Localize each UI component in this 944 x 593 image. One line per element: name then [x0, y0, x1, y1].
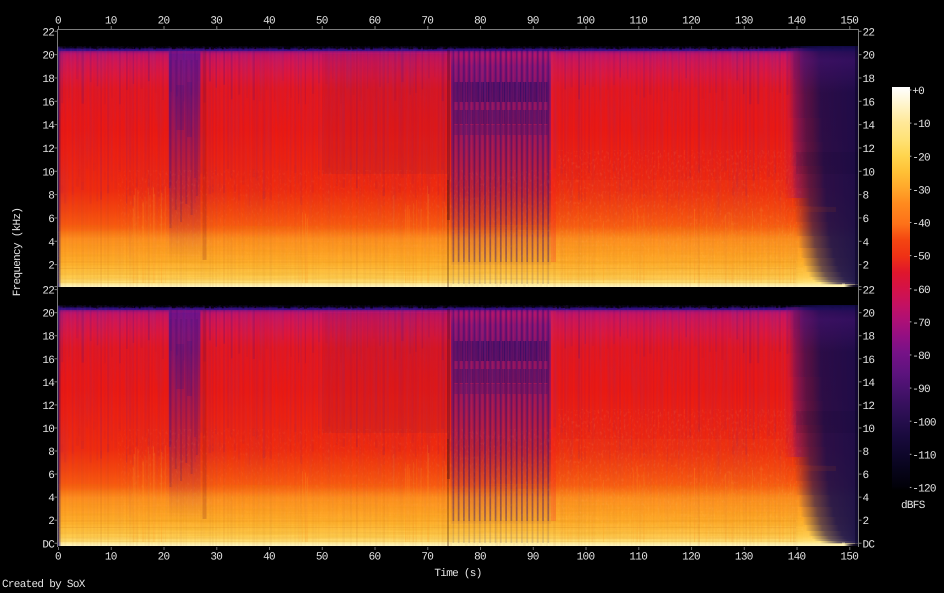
svg-text:110: 110: [629, 552, 647, 564]
svg-text:10: 10: [863, 167, 875, 179]
svg-text:14: 14: [42, 121, 55, 133]
svg-text:-40: -40: [912, 219, 930, 231]
svg-text:8: 8: [48, 191, 54, 203]
svg-text:4: 4: [48, 493, 55, 505]
svg-text:10: 10: [105, 16, 117, 28]
svg-text:-120: -120: [912, 484, 936, 496]
svg-text:Frequency (kHz): Frequency (kHz): [12, 208, 24, 297]
svg-text:30: 30: [210, 16, 222, 28]
svg-text:-100: -100: [912, 417, 936, 429]
svg-text:18: 18: [42, 74, 54, 86]
svg-text:60: 60: [369, 552, 381, 564]
svg-text:dBFS: dBFS: [901, 500, 926, 512]
svg-text:-60: -60: [912, 285, 930, 297]
svg-text:4: 4: [48, 237, 55, 249]
svg-text:6: 6: [48, 470, 54, 482]
svg-text:-90: -90: [912, 384, 930, 396]
svg-text:18: 18: [42, 332, 54, 344]
svg-text:90: 90: [527, 552, 539, 564]
svg-text:-110: -110: [912, 450, 936, 462]
svg-text:14: 14: [42, 378, 55, 390]
svg-text:110: 110: [629, 16, 647, 28]
svg-text:20: 20: [42, 309, 54, 321]
svg-text:20: 20: [863, 309, 875, 321]
svg-text:16: 16: [863, 355, 875, 367]
svg-text:20: 20: [863, 51, 875, 63]
svg-text:22: 22: [863, 27, 875, 39]
svg-text:60: 60: [369, 16, 381, 28]
svg-text:Created by SoX: Created by SoX: [2, 579, 86, 591]
svg-text:12: 12: [42, 144, 54, 156]
svg-text:2: 2: [863, 261, 869, 273]
svg-text:18: 18: [863, 332, 875, 344]
svg-text:8: 8: [48, 447, 54, 459]
svg-text:8: 8: [863, 447, 869, 459]
svg-text:6: 6: [48, 214, 54, 226]
svg-text:4: 4: [863, 237, 870, 249]
svg-text:22: 22: [863, 286, 875, 298]
svg-text:DC: DC: [863, 539, 876, 551]
svg-text:40: 40: [263, 552, 275, 564]
svg-text:22: 22: [42, 27, 54, 39]
svg-text:-80: -80: [912, 351, 930, 363]
svg-text:50: 50: [316, 16, 328, 28]
svg-text:8: 8: [863, 191, 869, 203]
svg-text:22: 22: [42, 286, 54, 298]
svg-text:16: 16: [42, 97, 54, 109]
svg-text:12: 12: [863, 144, 875, 156]
svg-text:40: 40: [263, 16, 275, 28]
svg-text:10: 10: [863, 424, 875, 436]
svg-text:14: 14: [863, 378, 876, 390]
svg-text:20: 20: [158, 552, 170, 564]
svg-text:DC: DC: [42, 539, 55, 551]
svg-text:130: 130: [735, 16, 753, 28]
svg-text:120: 120: [682, 552, 700, 564]
svg-text:14: 14: [863, 121, 876, 133]
svg-text:-50: -50: [912, 252, 930, 264]
svg-text:-70: -70: [912, 318, 930, 330]
svg-text:80: 80: [474, 552, 486, 564]
svg-text:10: 10: [105, 552, 117, 564]
svg-text:100: 100: [577, 16, 595, 28]
svg-text:-30: -30: [912, 185, 930, 197]
svg-text:12: 12: [42, 401, 54, 413]
svg-text:Time (s): Time (s): [434, 568, 481, 580]
svg-text:130: 130: [735, 552, 753, 564]
svg-text:10: 10: [42, 424, 54, 436]
svg-text:12: 12: [863, 401, 875, 413]
svg-text:10: 10: [42, 167, 54, 179]
svg-text:140: 140: [788, 552, 806, 564]
svg-text:6: 6: [863, 470, 869, 482]
svg-text:100: 100: [577, 552, 595, 564]
svg-text:80: 80: [474, 16, 486, 28]
svg-text:2: 2: [48, 516, 54, 528]
svg-text:2: 2: [863, 516, 869, 528]
svg-text:16: 16: [42, 355, 54, 367]
svg-text:90: 90: [527, 16, 539, 28]
svg-text:70: 70: [421, 552, 433, 564]
svg-text:20: 20: [42, 51, 54, 63]
svg-text:0: 0: [55, 552, 61, 564]
svg-text:-10: -10: [912, 119, 930, 131]
svg-text:120: 120: [682, 16, 700, 28]
svg-text:30: 30: [210, 552, 222, 564]
svg-text:70: 70: [421, 16, 433, 28]
svg-text:2: 2: [48, 261, 54, 273]
svg-text:150: 150: [840, 16, 858, 28]
svg-text:20: 20: [158, 16, 170, 28]
svg-text:0: 0: [55, 16, 61, 28]
svg-text:6: 6: [863, 214, 869, 226]
svg-text:-20: -20: [912, 152, 930, 164]
svg-text:50: 50: [316, 552, 328, 564]
svg-text:18: 18: [863, 74, 875, 86]
svg-text:140: 140: [788, 16, 806, 28]
svg-text:4: 4: [863, 493, 870, 505]
svg-text:150: 150: [840, 552, 858, 564]
svg-text:16: 16: [863, 97, 875, 109]
svg-text:+0: +0: [912, 86, 924, 98]
